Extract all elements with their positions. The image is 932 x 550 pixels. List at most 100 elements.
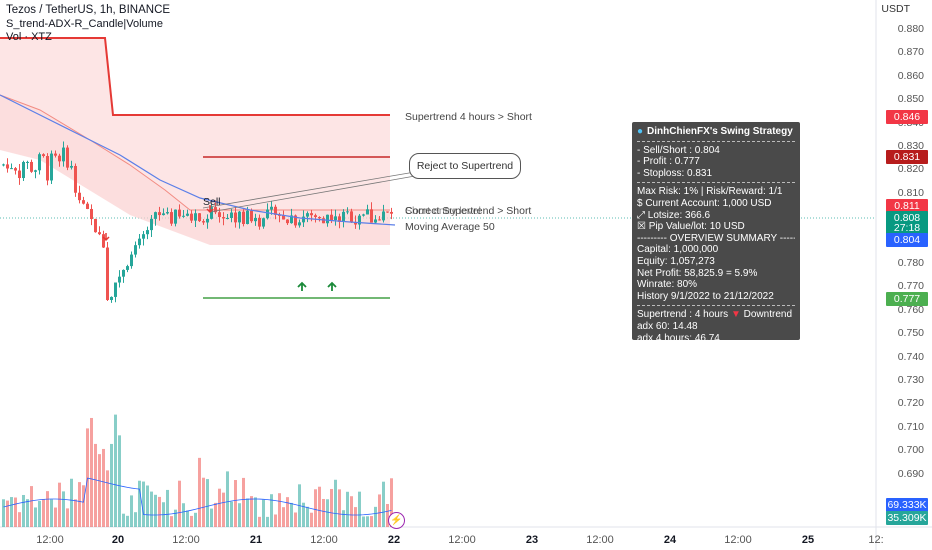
volume-bar [134, 512, 137, 527]
candle-body [190, 213, 193, 221]
volume-bar [70, 478, 73, 527]
volume-bar [166, 489, 169, 527]
candle-body [230, 212, 233, 218]
volume-bar [74, 499, 77, 527]
volume-title[interactable]: Vol · XTZ [6, 31, 52, 43]
candle-body [78, 192, 81, 201]
candle-body [278, 214, 281, 216]
candle-body [134, 245, 137, 255]
time-tick-label: 12: [868, 534, 884, 546]
volume-bar [118, 435, 121, 527]
price-tag: 0.811 [886, 199, 928, 213]
volume-bar [54, 507, 57, 527]
candle-body [34, 170, 37, 172]
candle-body [202, 221, 205, 223]
candle-body [286, 219, 289, 224]
volume-bar [62, 491, 65, 527]
current-account-value: $ Current Account: 1,000 USD [637, 197, 772, 209]
volume-bar [38, 500, 41, 527]
price-tag: 69.333K [886, 498, 928, 512]
symbol-title[interactable]: Tezos / TetherUS, 1h, BINANCE [6, 4, 171, 16]
volume-bar [10, 497, 13, 527]
time-tick-label: 12:00 [448, 534, 476, 546]
volume-bar [214, 502, 217, 527]
candle-body [218, 212, 221, 218]
candle-body [166, 212, 169, 214]
volume-bar [262, 499, 265, 527]
price-tag: 0.831 [886, 150, 928, 164]
volume-bar [266, 516, 269, 527]
candle-body [90, 208, 93, 220]
candle-body [86, 203, 89, 209]
volume-bar [98, 454, 101, 527]
time-tick-label: 23 [525, 534, 539, 546]
time-tick-label: 25 [801, 534, 815, 546]
candle-body [234, 212, 237, 223]
volume-bar [226, 471, 229, 527]
volume-bar [114, 414, 117, 527]
volume-bar [178, 480, 181, 527]
candle-body [38, 154, 41, 171]
candle-body [386, 211, 389, 213]
candle-body [254, 217, 257, 222]
volume-bar [246, 498, 249, 527]
price-tag: 35.309K [886, 511, 928, 525]
volume-bar [322, 498, 325, 527]
volume-bar [30, 486, 33, 527]
profit-value: - Profit : 0.777 [637, 156, 700, 168]
volume-bar [238, 503, 241, 527]
volume-bar [198, 457, 201, 527]
candle-body [54, 153, 57, 156]
volume-bar [58, 482, 61, 527]
indicator-title[interactable]: S_trend-ADX-R_Candle|Volume [6, 18, 163, 30]
time-tick-label: 24 [663, 534, 677, 546]
volume-bar [270, 494, 273, 527]
candle-body [362, 214, 365, 216]
supertrend-4h-line [0, 37, 390, 116]
price-tick-label: 0.770 [897, 280, 924, 293]
price-tick-label: 0.730 [897, 374, 924, 386]
candle-body [146, 230, 149, 235]
candle-body [94, 219, 97, 233]
candle-body [174, 209, 177, 224]
volume-bar [234, 480, 237, 527]
candle-body [266, 209, 269, 219]
candle-body [238, 211, 241, 223]
candle-body [82, 200, 85, 204]
candle-body [390, 211, 393, 214]
candle-body [350, 211, 353, 223]
candle-body [30, 161, 33, 172]
candle-body [250, 210, 253, 222]
candle-body [22, 162, 25, 179]
stoploss-value: - Stoploss: 0.831 [637, 167, 713, 179]
volume-bar [14, 497, 17, 527]
volume-bar [146, 485, 149, 527]
buy-arrow-icon [327, 281, 337, 291]
volume-bar [82, 485, 85, 527]
price-tick-label: 0.740 [897, 350, 924, 363]
volume-bar [150, 491, 153, 527]
max-risk-value: Max Risk: 1% | Risk/Reward: 1/1 [637, 186, 783, 198]
candle-body [258, 217, 261, 227]
price-tick-label: 0.780 [897, 257, 924, 269]
price-tick-label: 0.860 [897, 69, 924, 82]
volume-bar [302, 502, 305, 527]
volume-layer [2, 414, 393, 527]
candle-body [98, 232, 101, 235]
candle-body [378, 219, 381, 221]
buy-arrow-icon [297, 281, 307, 291]
time-tick-label: 22 [387, 534, 401, 546]
volume-bar [242, 477, 245, 527]
volume-bar [382, 481, 385, 527]
volume-bar [230, 501, 233, 527]
price-tag: 27:18 [886, 221, 928, 235]
volume-bar [122, 513, 125, 527]
price-tick-label: 0.880 [897, 23, 924, 35]
candle-body [294, 215, 297, 226]
callout-pointer-1 [202, 171, 416, 209]
reject-callout[interactable]: Reject to Supertrend [409, 153, 521, 179]
supertrend-4h-label: Supertrend 4 hours > Short [405, 111, 532, 123]
candle-body [58, 155, 61, 162]
lightning-icon[interactable]: ⚡ [388, 512, 405, 529]
